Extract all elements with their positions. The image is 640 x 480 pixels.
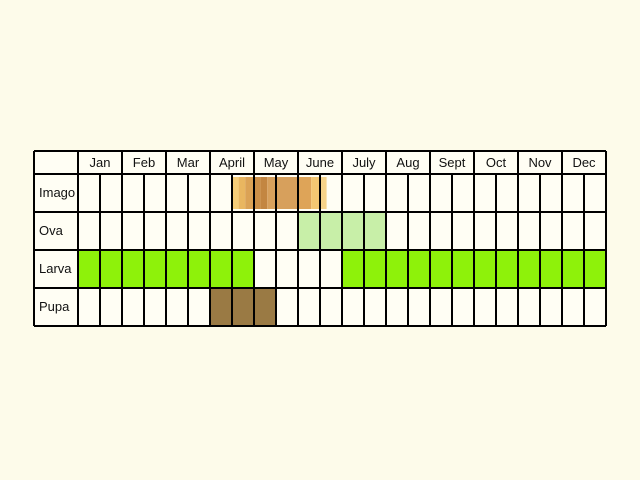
period-bar-imago-1 — [238, 177, 246, 209]
month-header-sept: Sept — [439, 155, 466, 170]
month-header-june: June — [306, 155, 334, 170]
period-bar-imago-6 — [298, 177, 312, 209]
period-bar-imago-3 — [254, 177, 261, 209]
month-header-oct: Oct — [486, 155, 507, 170]
month-header-dec: Dec — [572, 155, 596, 170]
stage-label-larva: Larva — [39, 261, 72, 276]
stage-label-ova: Ova — [39, 223, 64, 238]
month-header-may: May — [264, 155, 289, 170]
period-bar-imago-4 — [260, 177, 268, 209]
month-header-feb: Feb — [133, 155, 155, 170]
stage-label-pupa: Pupa — [39, 299, 70, 314]
stage-label-imago: Imago — [39, 185, 75, 200]
month-header-april: April — [219, 155, 245, 170]
month-header-jan: Jan — [90, 155, 111, 170]
month-header-nov: Nov — [528, 155, 552, 170]
month-header-july: July — [352, 155, 376, 170]
period-bar-imago-0 — [232, 177, 239, 209]
period-bar-imago-8 — [320, 177, 327, 209]
month-header-mar: Mar — [177, 155, 200, 170]
period-bar-pupa-0 — [210, 288, 276, 326]
period-bar-imago-5 — [267, 177, 298, 209]
period-bar-imago-2 — [245, 177, 254, 209]
month-header-aug: Aug — [396, 155, 419, 170]
period-bar-imago-7 — [311, 177, 320, 209]
